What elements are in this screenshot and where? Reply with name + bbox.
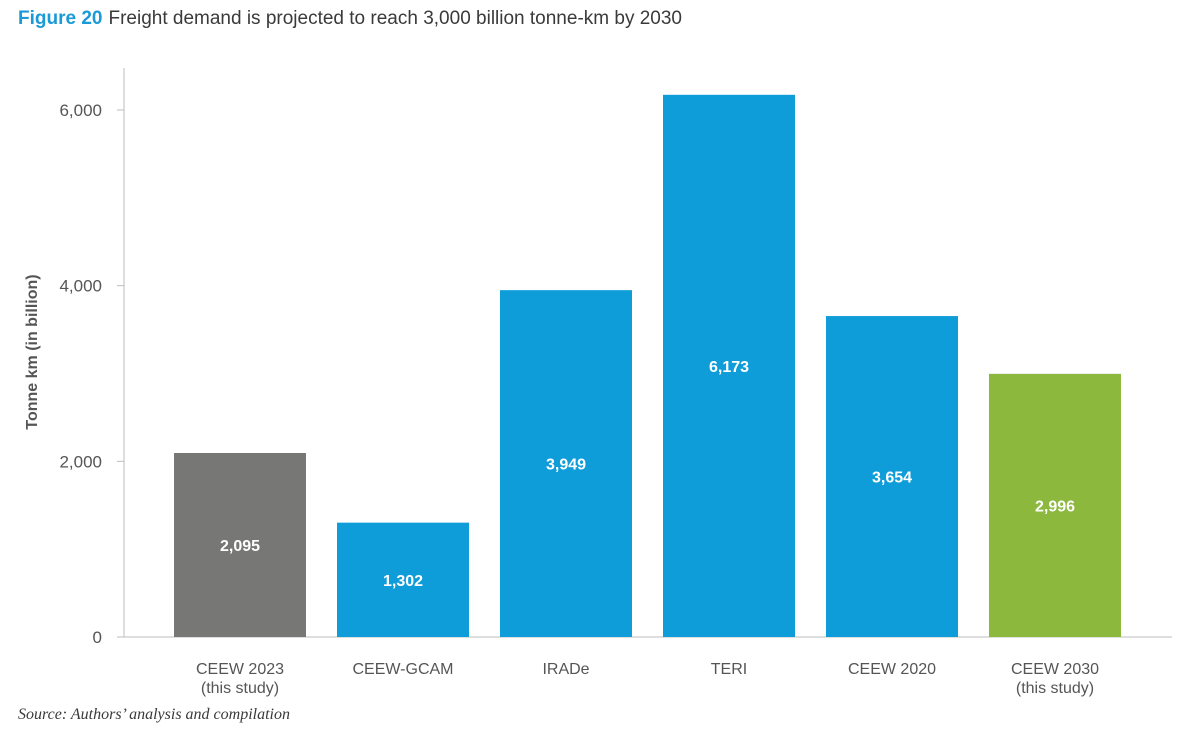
bar	[500, 290, 632, 637]
bar	[989, 373, 1121, 637]
bar-value-label: 2,095	[220, 538, 260, 555]
x-tick-label: CEEW 2030	[1011, 661, 1099, 678]
x-tick-label: TERI	[711, 661, 747, 678]
labels: 2,095 1,302 3,949 6,173 3,654 2,996	[220, 359, 1075, 590]
x-tick-label: IRADe	[542, 661, 589, 678]
y-tick-label: 6,000	[59, 101, 102, 120]
x-tick-label: (this study)	[201, 680, 279, 697]
bar-value-label: 3,654	[872, 470, 912, 487]
bar	[174, 452, 306, 637]
figure-number: Figure 20	[18, 8, 103, 29]
x-tick-label: CEEW 2020	[848, 661, 936, 678]
x-tick-label: CEEW 2023	[196, 661, 284, 678]
figure-title-text: Freight demand is projected to reach 3,0…	[108, 8, 682, 29]
bar-value-label: 6,173	[709, 359, 749, 376]
bar	[337, 522, 469, 637]
bar	[663, 94, 795, 638]
bar	[826, 316, 958, 637]
y-axis-title: Tonne km (in billion)	[24, 274, 41, 429]
bar-value-label: 2,996	[1035, 498, 1075, 515]
source-note: Source: Authors’ analysis and compilatio…	[18, 706, 290, 723]
y-tick-label: 4,000	[59, 277, 102, 296]
bar-value-label: 1,302	[383, 573, 423, 590]
y-tick-label: 2,000	[59, 452, 102, 471]
y-tick-label: 0	[93, 628, 102, 647]
bars	[174, 94, 1121, 638]
x-tick-label: (this study)	[1016, 680, 1094, 697]
bar-value-label: 3,949	[546, 457, 586, 474]
figure-title: Figure 20 Freight demand is projected to …	[18, 8, 682, 30]
x-tick-label: CEEW-GCAM	[352, 661, 453, 678]
